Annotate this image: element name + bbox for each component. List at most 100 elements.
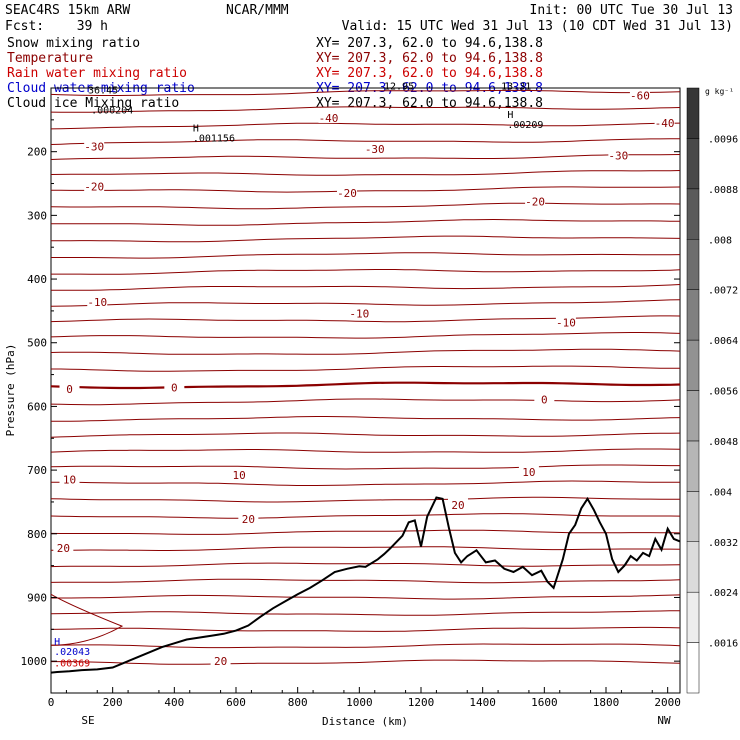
isotherm-label-bg	[164, 380, 185, 393]
isotherm-line	[51, 252, 681, 259]
x-tick-label: 0	[48, 696, 55, 709]
isotherm-line	[51, 218, 681, 226]
isotherm-line	[50, 348, 681, 355]
colorbar-unit: g kg⁻¹	[705, 87, 734, 96]
x-end-label-left: SE	[81, 714, 94, 727]
isotherm-line	[50, 562, 681, 568]
isotherm-line	[50, 578, 681, 584]
isotherm-label-bg	[349, 306, 370, 319]
isotherm-label: 0	[171, 381, 178, 394]
colorbar-label: .004	[708, 487, 732, 498]
colorbar-label: .0048	[708, 437, 738, 448]
y-tick-label: 300	[27, 209, 47, 222]
field-xy-1: XY= 207.3, 62.0 to 94.6,138.8	[316, 51, 543, 66]
isotherm-label-bg	[534, 392, 555, 405]
colorbar-label: .0064	[708, 336, 738, 347]
isotherm-label-bg	[59, 382, 80, 395]
isotherm-label: 10	[522, 466, 535, 479]
annotation-value: .00369	[54, 658, 90, 669]
isotherm-label: -30	[365, 143, 385, 156]
isotherm-label: -30	[84, 141, 104, 154]
isotherm-line	[50, 154, 681, 160]
annotation-value: 36.45	[88, 86, 118, 97]
isotherm-label: -20	[337, 187, 357, 200]
y-tick-label: 900	[27, 591, 47, 604]
isotherm-line	[50, 448, 681, 453]
colorbar-label: .0016	[708, 639, 738, 650]
high-marker: H	[54, 637, 60, 648]
isotherm-line	[50, 432, 681, 438]
isotherm-line	[50, 546, 681, 551]
x-tick-label: 1000	[346, 696, 373, 709]
isotherm-label-bg	[229, 468, 250, 481]
isotherm-line	[50, 106, 681, 113]
colorbar-swatch	[686, 541, 700, 593]
isotherm-label: 20	[57, 542, 70, 555]
org-label: NCAR/MMM	[226, 3, 289, 18]
isotherm-line	[50, 138, 681, 145]
x-axis-label: Distance (km)	[322, 715, 408, 728]
annotation-value: .02043	[54, 647, 90, 658]
isotherm-line	[50, 626, 681, 632]
plot-frame	[50, 87, 681, 694]
isotherm-label: 20	[214, 655, 227, 668]
isotherm-line	[51, 659, 681, 665]
model-title: SEAC4RS 15km ARW	[5, 3, 130, 18]
isotherm-label-bg	[337, 186, 357, 199]
isotherm-label: 10	[63, 474, 76, 487]
isotherm-line	[50, 122, 681, 130]
y-tick-label: 800	[27, 528, 47, 541]
valid-time: Valid: 15 UTC Wed 31 Jul 13 (10 CDT Wed …	[342, 19, 733, 34]
isotherm-label: 10	[232, 469, 245, 482]
y-tick-label: 500	[27, 337, 47, 350]
forecast-label: Fcst:	[5, 19, 44, 34]
y-tick-label: 700	[27, 464, 47, 477]
isotherm-label: -40	[319, 112, 339, 125]
isotherm-line	[51, 269, 681, 275]
isotherm-line	[51, 480, 680, 486]
isotherm-line	[51, 365, 680, 372]
field-name-0: Snow mixing ratio	[7, 36, 140, 51]
isotherm-line	[50, 202, 681, 210]
x-tick-label: 1200	[408, 696, 435, 709]
init-time: Init: 00 UTC Tue 30 Jul 13	[530, 3, 734, 18]
isotherm-label: -40	[655, 117, 675, 130]
isotherm-line	[50, 464, 680, 470]
rain-contours	[50, 593, 124, 646]
colorbar: .0016 .0024 .0032 .004 .0048 .0056 .0064 .0072.…	[686, 87, 738, 694]
y-tick-label: 400	[27, 273, 47, 286]
isotherm-label-bg	[654, 116, 675, 129]
isotherm-label-bg	[84, 139, 105, 152]
colorbar-swatch	[686, 289, 700, 341]
x-end-label-right: NW	[657, 714, 671, 727]
isotherm-label-bg	[87, 294, 108, 307]
isotherm-line	[51, 186, 681, 193]
colorbar-label: .0032	[708, 538, 738, 549]
annotation-value: .000204	[91, 105, 133, 116]
y-axis-label: Pressure (hPa)	[4, 344, 17, 437]
isotherm-label: 20	[242, 513, 255, 526]
isotherm-label-bg	[525, 194, 546, 207]
isotherm-label: -10	[87, 296, 107, 309]
isotherm-label-bg	[318, 110, 339, 123]
colorbar-swatch	[686, 339, 700, 391]
field-name-2: Rain water mixing ratio	[7, 66, 187, 81]
x-tick-label: 2000	[654, 696, 681, 709]
isotherm-label: -10	[556, 316, 576, 329]
x-tick-label: 800	[288, 696, 308, 709]
isotherm-line	[51, 416, 681, 422]
isotherm-line	[51, 284, 681, 291]
y-tick-label: 1000	[21, 655, 48, 668]
colorbar-label: .0024	[708, 588, 738, 599]
field-xy-4: XY= 207.3, 62.0 to 94.6,138.8	[316, 96, 543, 111]
y-tick-label: 600	[27, 400, 47, 413]
isotherm-line	[50, 89, 681, 96]
isotherm-line	[50, 513, 681, 519]
field-name-1: Temperature	[7, 51, 93, 66]
colorbar-label: .0056	[708, 387, 738, 398]
isotherm-label: 0	[66, 383, 73, 396]
isotherm-label: -10	[349, 307, 369, 320]
colorbar-swatch	[686, 239, 700, 290]
field-legend: Snow mixing ratio XY= 207.3, 62.0 to 94.6…	[7, 36, 543, 111]
